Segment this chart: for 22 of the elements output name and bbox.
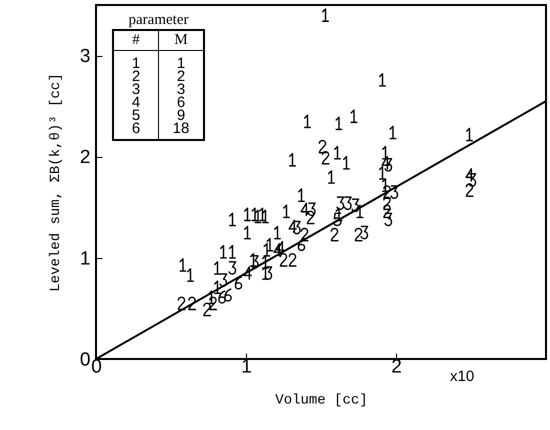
- x-tick-label: 1: [241, 356, 252, 378]
- legend-title: parameter: [128, 12, 190, 29]
- legend-label: 4: [113, 94, 158, 111]
- annotation: 3: [113, 81, 158, 98]
- y-tick-label: 1: [80, 248, 90, 270]
- legend-label: 6: [113, 120, 158, 140]
- legend-label: 3: [158, 81, 204, 98]
- y-tick-label: 2: [80, 147, 90, 168]
- annotation: M: [158, 30, 204, 50]
- annotation: 18: [158, 120, 204, 140]
- legend-label: 1: [158, 50, 204, 72]
- y-axis-title: Leveled sum, ΣB(k,θ)³ [cc]: [48, 73, 64, 292]
- annotation: 9: [158, 107, 204, 124]
- annotation: 1: [113, 50, 158, 72]
- x-axis-title: Volume [cc]: [275, 392, 368, 408]
- annotation: 2: [113, 68, 158, 85]
- legend-label: 5: [113, 107, 158, 124]
- text: x10: [450, 368, 474, 385]
- legend-label: 2: [158, 68, 204, 85]
- annotation: #: [113, 30, 158, 50]
- y-tick-label: 3: [80, 46, 90, 68]
- annotation: 6: [158, 94, 204, 111]
